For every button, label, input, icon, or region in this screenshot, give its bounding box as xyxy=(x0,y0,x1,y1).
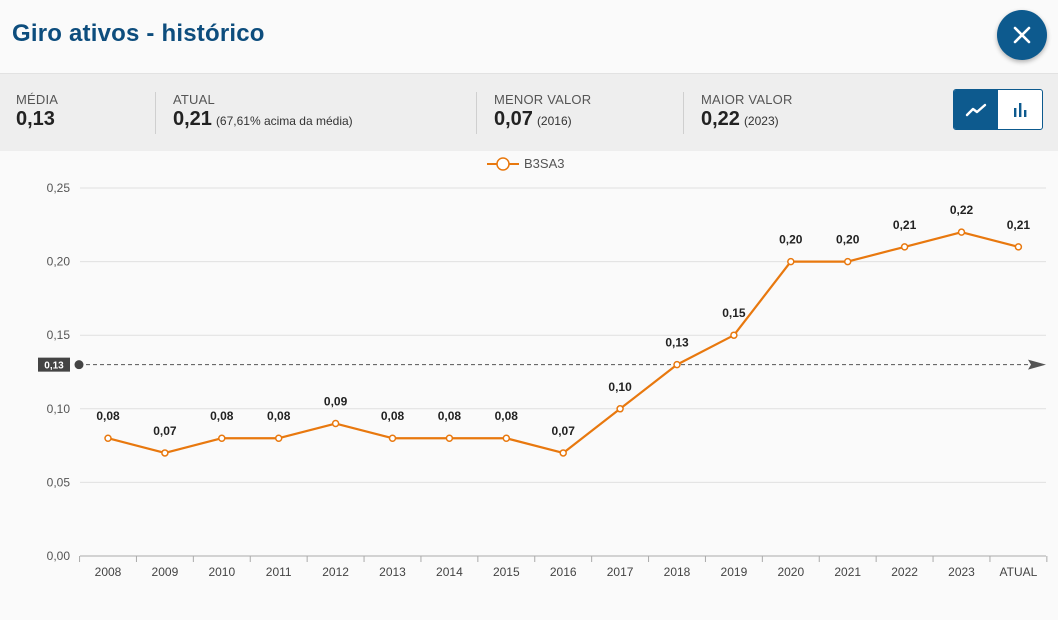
data-label: 0,08 xyxy=(438,409,462,423)
data-label: 0,10 xyxy=(608,380,632,394)
x-tick-label: 2012 xyxy=(322,565,349,579)
divider xyxy=(155,92,156,134)
y-tick-label: 0,20 xyxy=(47,255,71,269)
average-badge xyxy=(38,357,70,372)
bar-chart-icon xyxy=(1014,102,1027,117)
x-tick-label: 2015 xyxy=(493,565,520,579)
data-label: 0,07 xyxy=(552,424,576,438)
data-label: 0,20 xyxy=(836,233,860,247)
x-tick-label: 2008 xyxy=(95,565,122,579)
data-point xyxy=(274,434,283,442)
data-point xyxy=(1014,243,1023,251)
stat-maior-note: (2023) xyxy=(743,114,779,128)
divider xyxy=(476,92,477,134)
stat-menor-note: (2016) xyxy=(536,114,572,128)
x-tick-label: 2017 xyxy=(607,565,634,579)
stat-maior-label: MAIOR VALOR xyxy=(701,92,793,107)
data-label: 0,15 xyxy=(722,306,746,320)
x-tick-label: 2016 xyxy=(550,565,577,579)
legend-marker xyxy=(496,157,510,171)
x-tick-label: 2019 xyxy=(721,565,748,579)
chart-type-toggle xyxy=(953,89,1043,130)
data-point xyxy=(445,434,454,442)
data-point xyxy=(559,449,567,457)
data-label: 0,13 xyxy=(665,336,689,350)
data-point xyxy=(957,228,966,236)
x-tick-label: ATUAL xyxy=(1000,565,1038,579)
data-point xyxy=(502,434,511,442)
data-point xyxy=(900,243,909,251)
line-chart-icon xyxy=(965,103,987,116)
data-label: 0,20 xyxy=(779,233,803,247)
data-point xyxy=(104,434,112,442)
x-tick-label: 2022 xyxy=(891,565,918,579)
data-label: 0,08 xyxy=(96,409,120,423)
x-tick-label: 2023 xyxy=(948,565,975,579)
data-point xyxy=(161,449,169,457)
page-title: Giro ativos - histórico xyxy=(12,20,265,47)
stat-atual-value: 0,21 xyxy=(173,108,212,130)
average-marker xyxy=(74,360,84,370)
bar-chart-button[interactable] xyxy=(998,90,1042,129)
average-arrow xyxy=(1028,359,1046,370)
stat-media-label: MÉDIA xyxy=(16,92,59,107)
stat-menor: MENOR VALOR 0,07 (2016) xyxy=(494,92,591,131)
stats-bar: MÉDIA 0,13 ATUAL 0,21 (67,61% acima da mé… xyxy=(0,73,1058,151)
stat-atual-label: ATUAL xyxy=(173,92,215,107)
divider xyxy=(683,92,684,134)
x-tick-label: 2021 xyxy=(834,565,861,579)
series-line-b3sa3 xyxy=(107,231,1019,455)
x-tick-label: 2018 xyxy=(664,565,691,579)
stat-media-value: 0,13 xyxy=(16,108,55,130)
stat-menor-value: 0,07 xyxy=(494,108,533,130)
data-point xyxy=(673,360,681,369)
data-label: 0,22 xyxy=(950,203,974,217)
data-point xyxy=(616,405,624,413)
header: Giro ativos - histórico xyxy=(0,0,1058,73)
data-point xyxy=(218,434,226,442)
x-tick-label: 2020 xyxy=(777,565,804,579)
line-chart: 0,00 0,05 0,10 0,15 0,20 0,25 2008 2009 2010 2011… xyxy=(38,156,1048,579)
data-label: 0,21 xyxy=(1007,218,1031,232)
legend-label: B3SA3 xyxy=(524,156,564,171)
x-tick-label: 2010 xyxy=(208,565,235,579)
stat-menor-label: MENOR VALOR xyxy=(494,92,592,107)
y-tick-label: 0,05 xyxy=(47,475,71,489)
data-point xyxy=(843,257,852,266)
average-label: 0,13 xyxy=(44,361,64,372)
y-tick-label: 0,25 xyxy=(47,181,71,195)
data-point xyxy=(331,419,340,428)
data-point xyxy=(388,434,397,442)
y-tick-label: 0,00 xyxy=(47,549,71,563)
data-point xyxy=(730,331,738,339)
data-point xyxy=(787,257,795,266)
line-chart-button[interactable] xyxy=(954,90,998,129)
y-tick-label: 0,10 xyxy=(47,402,71,416)
data-label: 0,08 xyxy=(381,409,405,423)
stat-atual: ATUAL 0,21 (67,61% acima da média) xyxy=(173,92,353,131)
data-label: 0,08 xyxy=(210,409,234,423)
data-label: 0,21 xyxy=(893,218,917,232)
x-tick-label: 2013 xyxy=(379,565,406,579)
x-tick-label: 2014 xyxy=(436,565,463,579)
data-label: 0,09 xyxy=(324,395,348,409)
stat-maior: MAIOR VALOR 0,22 (2023) xyxy=(701,92,793,131)
close-icon xyxy=(1013,26,1031,44)
stat-atual-note: (67,61% acima da média) xyxy=(215,114,353,128)
stat-maior-value: 0,22 xyxy=(701,108,740,130)
x-tick-label: 2009 xyxy=(152,565,179,579)
x-tick-label: 2011 xyxy=(266,565,292,579)
data-label: 0,07 xyxy=(153,424,177,438)
stat-media: MÉDIA 0,13 xyxy=(16,92,58,131)
data-label: 0,08 xyxy=(495,409,519,423)
data-label: 0,08 xyxy=(267,409,291,423)
close-button[interactable] xyxy=(997,10,1047,60)
y-tick-label: 0,15 xyxy=(47,328,71,342)
